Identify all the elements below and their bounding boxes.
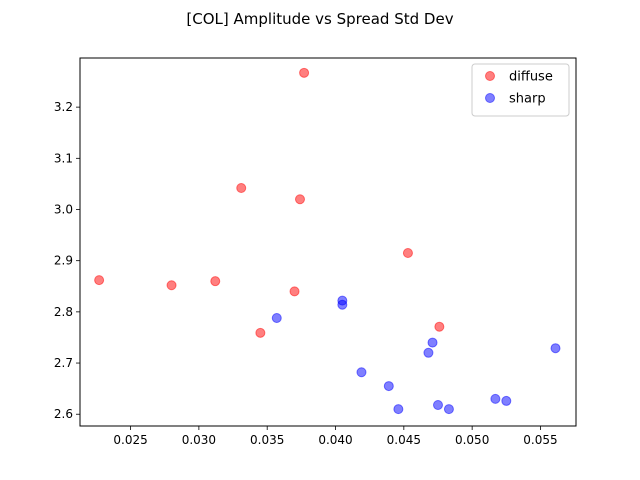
x-tick-label: 0.030	[182, 433, 216, 447]
data-point-sharp	[432, 400, 443, 411]
x-tick-label: 0.025	[113, 433, 147, 447]
x-tick-label: 0.050	[455, 433, 489, 447]
data-point-sharp	[271, 313, 282, 324]
legend-label-sharp: sharp	[509, 92, 546, 107]
x-tick-label: 0.045	[387, 433, 421, 447]
legend: diffuse sharp	[471, 63, 570, 117]
data-point-sharp	[550, 343, 561, 354]
plot-area: 0.025 0.030 0.035 0.040 0.045 0.050 0.055 2.6 2.…	[54, 67, 561, 447]
y-tick-label: 3.0	[54, 202, 73, 216]
data-point-sharp	[443, 404, 454, 415]
y-tick-label: 2.7	[54, 356, 73, 370]
y-tick-label: 2.9	[54, 254, 73, 268]
data-point-sharp	[427, 337, 438, 348]
y-tick-label: 3.2	[54, 100, 73, 114]
x-tick-label: 0.055	[523, 433, 557, 447]
y-tick-label: 3.1	[54, 151, 73, 165]
x-tick-label: 0.035	[250, 433, 284, 447]
legend-marker-diffuse	[485, 71, 495, 81]
legend-box	[471, 63, 570, 117]
data-point-sharp	[393, 404, 404, 415]
x-tick-label: 0.040	[318, 433, 352, 447]
data-point-diffuse	[434, 321, 445, 332]
data-point-diffuse	[299, 67, 310, 78]
data-point-diffuse	[210, 276, 221, 287]
data-point-sharp	[383, 381, 394, 392]
series-diffuse	[94, 67, 445, 338]
y-tick-label: 2.8	[54, 305, 73, 319]
data-point-diffuse	[236, 183, 247, 194]
data-point-sharp	[423, 347, 434, 358]
data-point-sharp	[490, 393, 501, 404]
data-point-sharp	[337, 299, 348, 310]
data-point-diffuse	[166, 280, 177, 291]
legend-label-diffuse: diffuse	[509, 70, 553, 85]
axes-frame	[79, 57, 577, 427]
data-point-diffuse	[255, 327, 266, 338]
data-point-sharp	[501, 395, 512, 406]
data-point-sharp	[356, 367, 367, 378]
data-point-diffuse	[289, 286, 300, 297]
data-point-diffuse	[402, 248, 413, 259]
data-point-diffuse	[94, 275, 105, 286]
data-point-diffuse	[294, 194, 305, 205]
chart-title: [COL] Amplitude vs Spread Std Dev	[186, 10, 453, 28]
legend-marker-sharp	[485, 93, 495, 103]
y-tick-label: 2.6	[54, 407, 73, 421]
series-sharp	[271, 295, 561, 415]
